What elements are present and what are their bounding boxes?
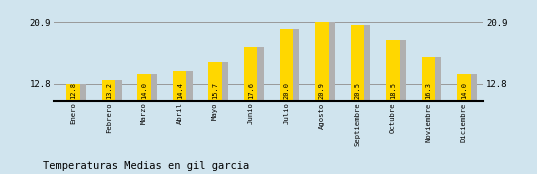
Bar bbox=[108, 81, 122, 174]
Text: 20.9: 20.9 bbox=[319, 82, 325, 99]
Bar bbox=[244, 47, 258, 174]
Bar bbox=[102, 81, 115, 174]
Bar bbox=[208, 62, 222, 174]
Text: 14.4: 14.4 bbox=[177, 82, 183, 99]
Bar bbox=[137, 74, 151, 174]
Bar bbox=[67, 84, 80, 174]
Text: 17.6: 17.6 bbox=[248, 82, 254, 99]
Bar bbox=[386, 40, 400, 174]
Text: 14.0: 14.0 bbox=[141, 82, 147, 99]
Text: 15.7: 15.7 bbox=[212, 82, 218, 99]
Bar bbox=[73, 84, 86, 174]
Bar bbox=[179, 71, 193, 174]
Bar bbox=[393, 40, 406, 174]
Bar bbox=[457, 74, 470, 174]
Bar bbox=[250, 47, 264, 174]
Bar bbox=[315, 22, 329, 174]
Bar bbox=[279, 29, 293, 174]
Bar bbox=[422, 57, 435, 174]
Bar bbox=[351, 25, 364, 174]
Bar bbox=[215, 62, 228, 174]
Text: 16.3: 16.3 bbox=[425, 82, 431, 99]
Text: 18.5: 18.5 bbox=[390, 82, 396, 99]
Bar bbox=[173, 71, 186, 174]
Bar bbox=[144, 74, 157, 174]
Text: 20.0: 20.0 bbox=[283, 82, 289, 99]
Text: 12.8: 12.8 bbox=[70, 82, 76, 99]
Text: 13.2: 13.2 bbox=[106, 82, 112, 99]
Text: 14.0: 14.0 bbox=[461, 82, 467, 99]
Bar bbox=[357, 25, 371, 174]
Bar bbox=[322, 22, 335, 174]
Bar bbox=[428, 57, 441, 174]
Bar bbox=[286, 29, 300, 174]
Bar bbox=[463, 74, 477, 174]
Text: Temperaturas Medias en gil garcia: Temperaturas Medias en gil garcia bbox=[43, 161, 249, 171]
Text: 20.5: 20.5 bbox=[354, 82, 360, 99]
